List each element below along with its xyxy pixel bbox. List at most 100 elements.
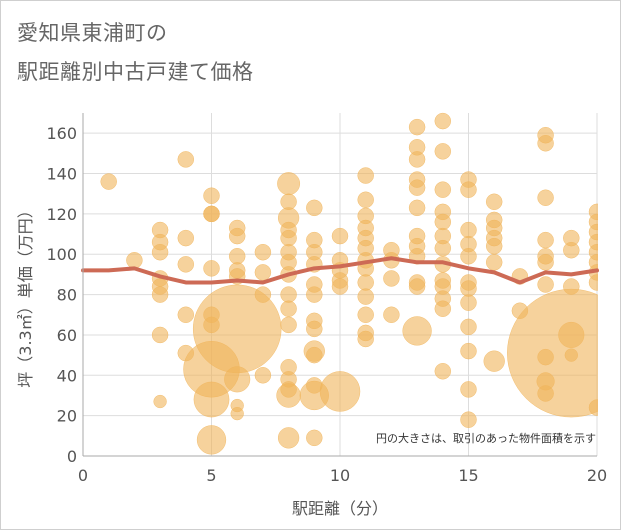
x-axis-label: 駅距離（分） [292,499,388,518]
x-tick-label: 20 [587,466,607,485]
trend-line-group [81,256,599,285]
bubble-point [434,213,452,231]
bubble-point [434,143,452,160]
bubble-point [331,227,349,245]
bubble-point [254,367,272,384]
bubble-point [280,316,297,334]
x-tick-label: 15 [458,466,478,485]
bubble-point [306,320,323,338]
trend-line [81,256,599,285]
bubble-point [434,112,452,130]
bubble-point [280,229,297,247]
bubble-point [203,187,220,204]
bubble-point [151,326,169,344]
bubble-point [151,286,169,303]
bubble-point [306,429,323,447]
bubble-point [563,241,580,259]
bubble-point [460,411,477,428]
bubble-point [357,288,374,305]
bubble-point [357,306,374,324]
bubble-point [357,167,374,184]
bubble-point [277,172,301,196]
bubble-point [177,229,195,247]
bubble-point [357,330,374,348]
bubble-point [280,286,297,303]
y-tick-label: 140 [46,165,77,184]
bubble-point [153,394,167,409]
bubble-point [537,276,554,293]
bubble-point [254,264,272,281]
bubble-point [196,425,227,455]
bubble-point [588,399,598,416]
bubble-point [434,181,452,198]
bubble-point [408,179,426,196]
x-tick-label: 5 [206,466,216,485]
x-tick-label: 10 [330,466,350,485]
bubble-point [408,278,426,295]
bubble-point [203,205,220,223]
bubble-point [230,406,244,421]
bubble-point [383,306,400,324]
bubble-point [383,270,400,287]
bubble-point [254,286,272,303]
bubble-point [460,248,477,265]
bubble-point [460,381,477,398]
bubble-point [402,316,432,346]
bubble-point [460,342,477,360]
chart-title-line2: 駅距離別中古戸建て価格 [17,60,254,84]
y-tick-label: 120 [46,205,77,224]
bubble-point [434,239,452,257]
bubble-point [537,254,554,271]
bubble-point [485,237,503,255]
y-tick-label: 100 [46,245,77,264]
bubble-point [460,318,477,336]
x-tick-label: 0 [78,466,88,485]
bubble-point [434,363,452,380]
chart-title-line1: 愛知県東浦町の [17,21,168,45]
y-tick-label: 80 [57,286,77,305]
bubble-point [306,199,323,217]
bubble-point [460,294,477,311]
bubble-point [483,350,505,372]
bubble-point [319,371,361,412]
bubble-point [228,227,246,245]
bubble-point [177,306,195,324]
bubble-point [434,300,452,317]
bubble-point [507,288,598,418]
bubble-point [408,199,426,217]
bubble-point [537,135,554,152]
bubble-point [228,248,246,265]
bubble-point [126,252,143,269]
bubbles [100,112,598,455]
bubble-point [331,278,349,295]
bubble-point [357,274,374,291]
bubble-point [588,274,598,291]
bubble-point [277,427,300,449]
bubble-point [193,381,230,418]
bubble-size-note: 円の大きさは、取引のあった物件面積を示す [376,431,596,445]
bubble-point [151,243,169,261]
bubble-point [485,193,503,211]
y-axis-label: 坪（3.3㎡）単価（万円） [16,202,35,387]
bubble-point [177,256,195,273]
y-tick-label: 20 [57,407,77,426]
bubble-point [306,286,323,303]
bubble-point [485,254,503,271]
bubble-point [306,346,323,364]
bubble-point [203,260,220,277]
bubble-point [460,280,477,297]
bubble-point [408,151,426,168]
bubble-point [254,243,272,261]
y-tick-label: 0 [67,447,77,466]
bubble-point [357,191,374,209]
bubble-point [408,118,426,136]
axes: 0 20 40 60 80 100 120 140 160 0 5 10 15 20 [46,113,607,485]
y-tick-label: 160 [46,124,77,143]
bubble-point [564,348,578,362]
y-tick-label: 40 [57,366,77,385]
bubble-point [537,231,554,249]
bubble-point [224,366,251,393]
bubble-point [460,181,477,198]
y-tick-label: 60 [57,326,77,345]
